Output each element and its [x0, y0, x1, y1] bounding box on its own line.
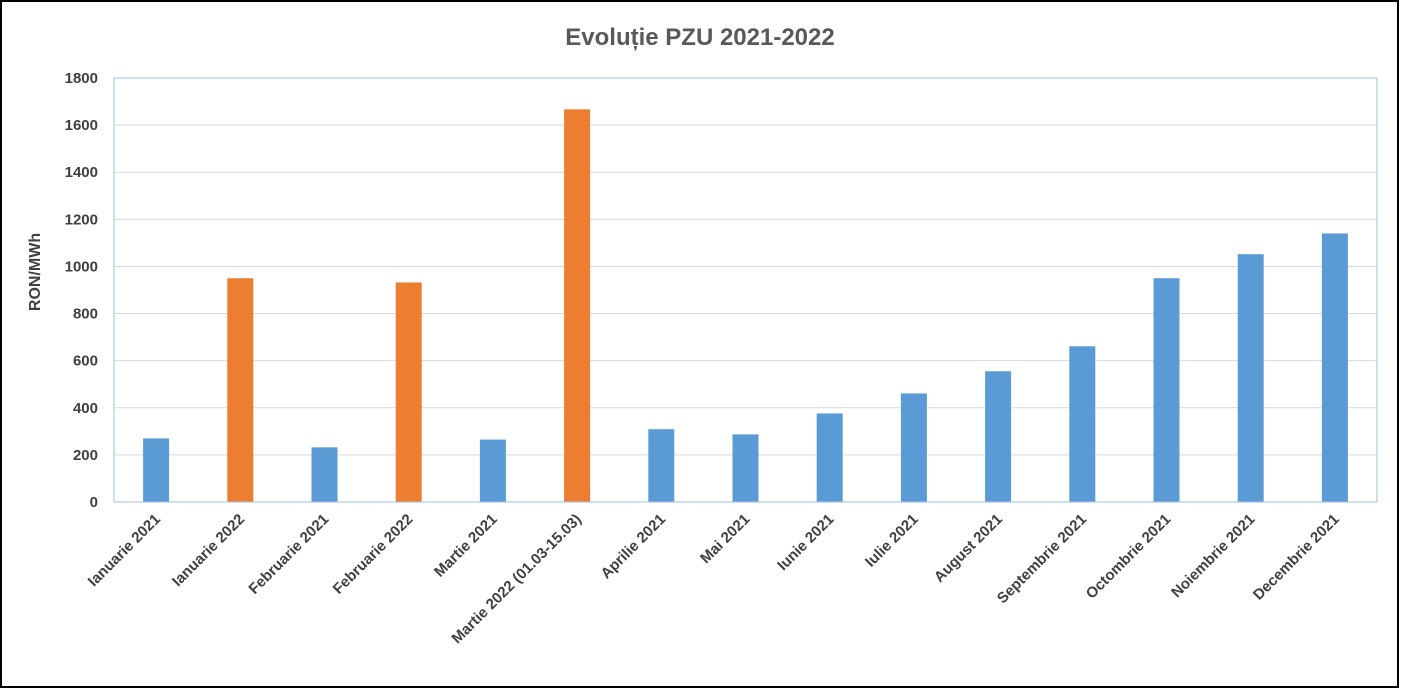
y-tick-label: 800: [73, 306, 98, 323]
y-axis-label: RON/MWh: [27, 233, 44, 311]
bar: [227, 278, 254, 502]
bar: [311, 447, 338, 502]
y-tick-label: 600: [73, 353, 98, 370]
x-tick-label: Noiembrie 2021: [1168, 511, 1258, 601]
y-tick-label: 1600: [65, 117, 98, 134]
x-tick-label: Iunie 2021: [774, 511, 837, 574]
y-tick-label: 1400: [65, 164, 98, 181]
y-tick-labels: 0 200 400 600 800 1000 1200 1400 1600 1800: [65, 70, 98, 511]
y-tick-label: 1800: [65, 70, 98, 87]
bar: [816, 413, 843, 502]
x-tick-label: Martie 2021: [431, 511, 501, 581]
x-tick-label: Decembrie 2021: [1250, 511, 1343, 604]
x-tick-label: Februarie 2021: [245, 511, 332, 598]
x-tick-label: Ianuarie 2021: [85, 511, 164, 590]
chart-title: Evoluție PZU 2021-2022: [565, 24, 834, 51]
x-tick-label: Februarie 2022: [330, 511, 417, 598]
bar: [1237, 254, 1264, 502]
x-tick-label: Iulie 2021: [862, 511, 922, 571]
plot-area-border: [113, 77, 1378, 503]
bar: [732, 434, 759, 502]
bar: [1153, 278, 1180, 502]
y-tick-label: 1000: [65, 258, 98, 275]
bar: [143, 438, 170, 502]
bar: [648, 429, 675, 502]
bar: [479, 439, 506, 502]
y-tick-label: 0: [90, 494, 98, 511]
bar: [1069, 346, 1096, 502]
bars: [143, 109, 1348, 502]
bar: [564, 109, 591, 502]
x-tick-label: August 2021: [931, 511, 1006, 586]
x-tick-label: Aprilie 2021: [598, 511, 670, 583]
y-tick-label: 200: [73, 447, 98, 464]
x-tick-label: Septembrie 2021: [994, 511, 1090, 607]
bar: [1321, 233, 1348, 502]
bar: [395, 282, 422, 502]
x-tick-label: Octombrie 2021: [1083, 511, 1175, 603]
y-tick-label: 400: [73, 400, 98, 417]
bar: [900, 393, 927, 502]
x-tick-label: Mai 2021: [697, 511, 753, 567]
y-tick-label: 1200: [65, 211, 98, 228]
bar: [985, 371, 1012, 502]
x-tick-label: Ianuarie 2022: [169, 511, 248, 590]
